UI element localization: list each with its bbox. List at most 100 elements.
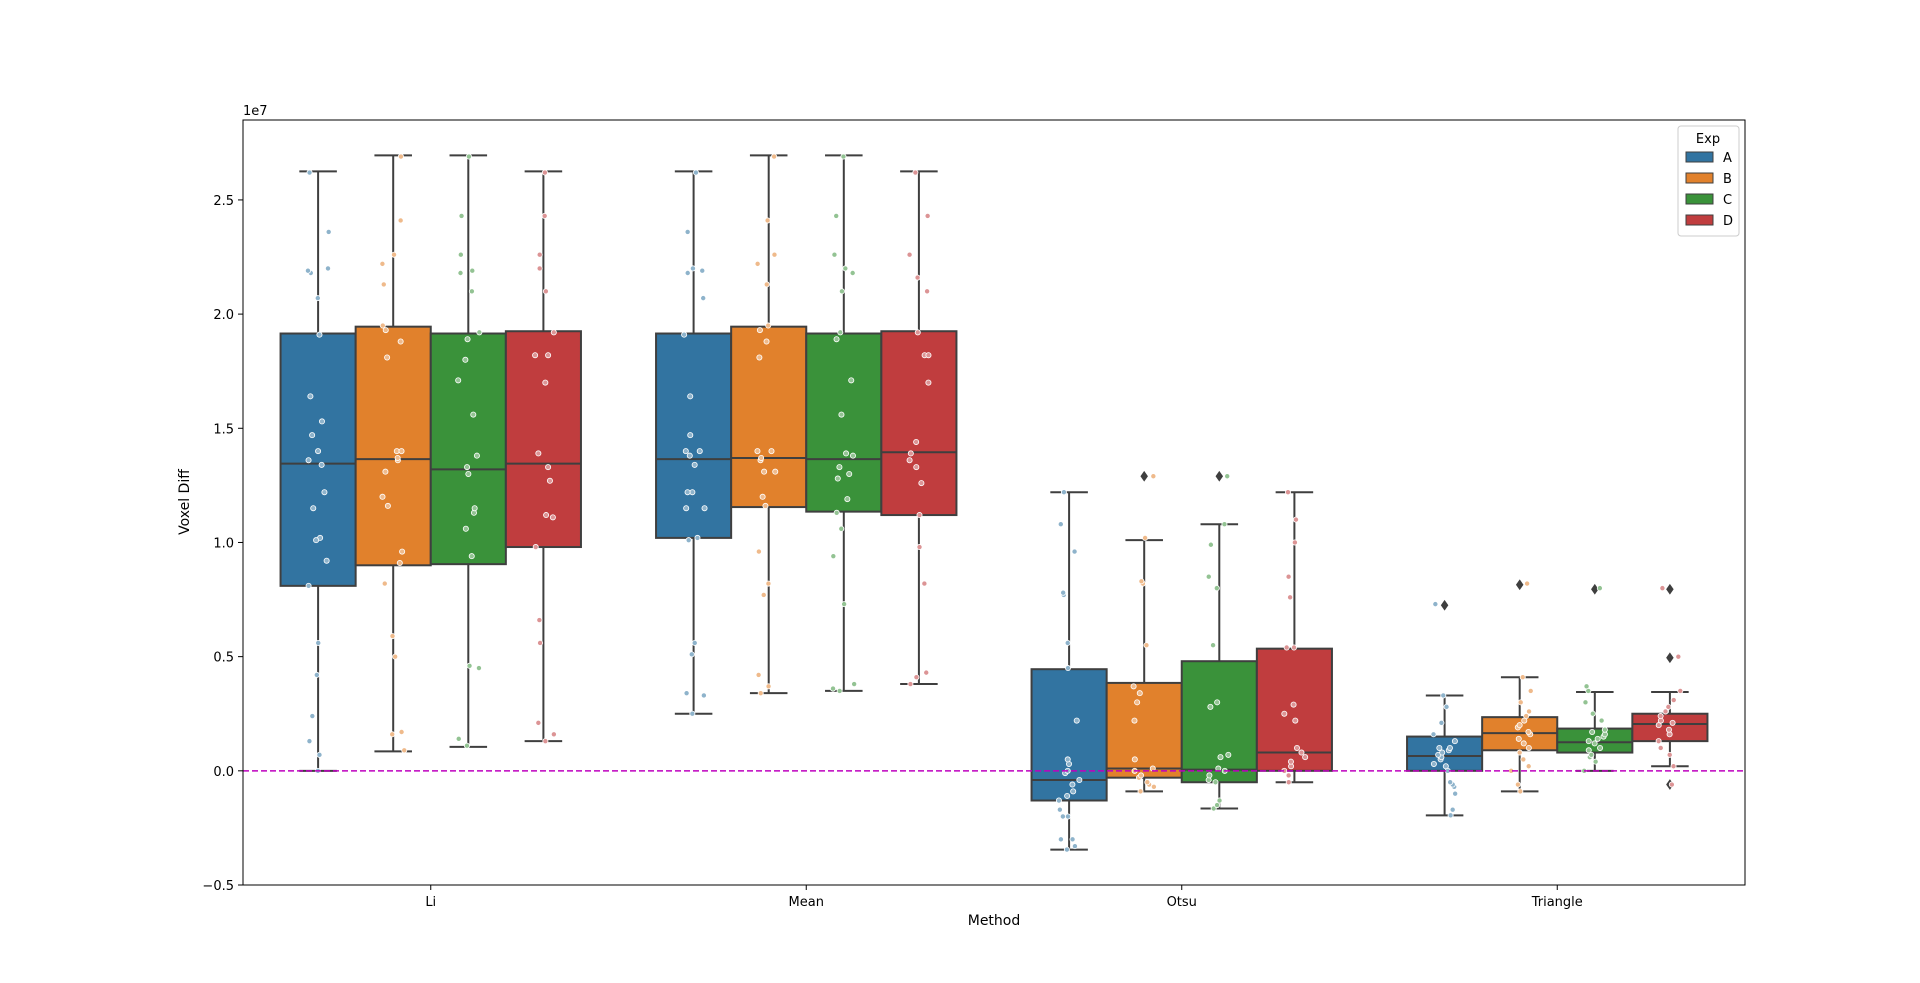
strip-point bbox=[1283, 644, 1290, 651]
strip-point bbox=[1292, 516, 1299, 523]
strip-point bbox=[466, 662, 473, 669]
strip-point bbox=[844, 496, 851, 503]
strip-point bbox=[1675, 653, 1682, 660]
strip-point bbox=[1221, 521, 1228, 528]
strip-point bbox=[455, 377, 462, 384]
strip-point bbox=[313, 537, 320, 544]
strip-point bbox=[465, 153, 472, 160]
strip-point bbox=[1591, 740, 1598, 747]
strip-point bbox=[389, 633, 396, 640]
strip-point bbox=[543, 512, 550, 519]
strip-point bbox=[684, 489, 691, 496]
strip-point bbox=[1057, 836, 1064, 843]
strip-point bbox=[1451, 738, 1458, 745]
strip-point bbox=[1210, 642, 1217, 649]
strip-point bbox=[689, 265, 696, 272]
box-iqr bbox=[1180, 660, 1258, 784]
strip-point bbox=[765, 322, 772, 329]
strip-point bbox=[1069, 781, 1076, 788]
strip-point bbox=[691, 461, 698, 468]
strip-point bbox=[1056, 806, 1063, 813]
strip-point bbox=[1213, 585, 1220, 592]
strip-point bbox=[462, 525, 469, 532]
strip-point bbox=[1525, 763, 1532, 770]
strip-point bbox=[1060, 489, 1067, 496]
strip-point bbox=[1292, 717, 1299, 724]
strip-point bbox=[836, 687, 843, 694]
strip-point bbox=[1059, 813, 1066, 820]
strip-point bbox=[380, 281, 387, 288]
box-A-Mean bbox=[655, 169, 733, 717]
strip-point bbox=[1442, 763, 1449, 770]
strip-point bbox=[382, 468, 389, 475]
legend-label-C: C bbox=[1723, 193, 1732, 208]
strip-point bbox=[464, 336, 471, 343]
strip-point bbox=[1302, 754, 1309, 761]
strip-point bbox=[306, 738, 313, 745]
strip-point bbox=[1293, 744, 1300, 751]
strip-point bbox=[1526, 708, 1533, 715]
strip-point bbox=[314, 295, 321, 302]
strip-point bbox=[691, 639, 698, 646]
y-axis-label: Voxel Diff bbox=[177, 469, 193, 535]
strip-point bbox=[834, 475, 841, 482]
strip-point bbox=[1131, 717, 1138, 724]
strip-point bbox=[830, 553, 837, 560]
outlier-marker bbox=[1140, 470, 1148, 482]
y-tick-label: 0.0 bbox=[213, 765, 234, 780]
x-axis-label: Method bbox=[968, 913, 1021, 929]
strip-point bbox=[836, 464, 843, 471]
strip-point bbox=[1438, 719, 1445, 726]
strip-point bbox=[396, 560, 403, 567]
strip-point bbox=[1665, 703, 1672, 710]
strip-point bbox=[687, 393, 694, 400]
strip-point bbox=[1659, 585, 1666, 592]
box-iqr bbox=[1030, 668, 1108, 802]
strip-point bbox=[1064, 792, 1071, 799]
strip-point bbox=[1430, 760, 1437, 767]
y-axis-ticks: −0.5 0.0 0.5 1.0 1.5 2.0 2.5 bbox=[202, 194, 243, 894]
strip-point bbox=[546, 477, 553, 484]
strip-point bbox=[321, 489, 328, 496]
strip-point bbox=[309, 432, 316, 439]
strip-point bbox=[470, 411, 477, 418]
strip-point bbox=[392, 653, 399, 660]
box-iqr bbox=[1255, 647, 1333, 772]
strip-point bbox=[1523, 713, 1530, 720]
strip-point bbox=[468, 288, 475, 295]
outlier-marker bbox=[1591, 583, 1599, 595]
strip-point bbox=[541, 212, 548, 219]
strip-point bbox=[537, 639, 544, 646]
strip-point bbox=[475, 665, 482, 672]
strip-point bbox=[1520, 756, 1527, 763]
strip-point bbox=[692, 169, 699, 176]
box-B-Otsu bbox=[1105, 470, 1183, 795]
legend-label-A: A bbox=[1723, 151, 1732, 166]
strip-point bbox=[463, 742, 470, 749]
strip-point bbox=[1206, 772, 1213, 779]
strip-point bbox=[1150, 783, 1157, 790]
strip-point bbox=[758, 454, 765, 461]
strip-point bbox=[1436, 744, 1443, 751]
strip-point bbox=[401, 747, 408, 754]
strip-point bbox=[1449, 806, 1456, 813]
strip-point bbox=[1439, 749, 1446, 756]
strip-point bbox=[907, 450, 914, 457]
strip-point bbox=[913, 464, 920, 471]
strip-point bbox=[842, 265, 849, 272]
strip-point bbox=[685, 537, 692, 544]
strip-point bbox=[838, 411, 845, 418]
strip-point bbox=[924, 288, 931, 295]
strip-point bbox=[696, 448, 703, 455]
box-C-Mean bbox=[805, 153, 883, 694]
y-tick-label: 0.5 bbox=[213, 651, 234, 666]
strip-point bbox=[838, 525, 845, 532]
strip-point bbox=[550, 731, 557, 738]
strip-point bbox=[831, 251, 838, 258]
strip-point bbox=[1214, 699, 1221, 706]
strip-point bbox=[849, 269, 856, 276]
strip-point bbox=[688, 651, 695, 658]
strip-point bbox=[1446, 744, 1453, 751]
legend-swatch-D bbox=[1685, 214, 1714, 226]
strip-point bbox=[1287, 594, 1294, 601]
